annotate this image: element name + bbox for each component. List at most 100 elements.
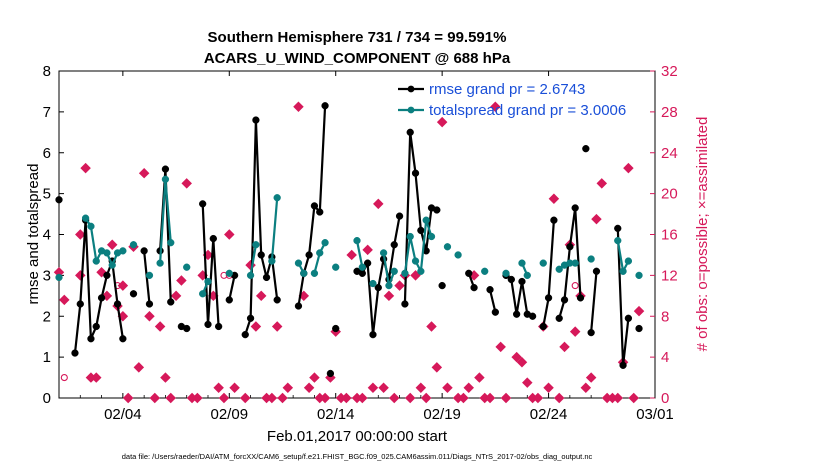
obs-assimilated-marker bbox=[59, 294, 70, 306]
rmse-point bbox=[406, 128, 414, 136]
obs-assimilated-marker bbox=[442, 382, 453, 394]
rmse-point bbox=[491, 308, 500, 316]
rmse-point bbox=[560, 296, 569, 304]
rmse-point bbox=[358, 269, 366, 277]
totalspread-point bbox=[294, 259, 303, 267]
obs-assimilated-marker bbox=[373, 198, 384, 210]
x-tick-label: 02/24 bbox=[530, 406, 568, 423]
rmse-point bbox=[257, 251, 265, 259]
obs-assimilated-marker bbox=[500, 392, 512, 404]
rmse-point bbox=[438, 281, 446, 290]
y-tick-label: 3 bbox=[43, 267, 51, 284]
rmse-point bbox=[576, 294, 585, 302]
rmse-point bbox=[433, 206, 441, 214]
rmse-point bbox=[582, 145, 590, 153]
rmse-point bbox=[183, 324, 191, 333]
y-tick-label: 2 bbox=[43, 308, 51, 325]
rmse-point bbox=[465, 269, 473, 277]
totalspread-point bbox=[635, 271, 643, 280]
x-axis-label: Feb.01,2017 00:00:00 start bbox=[267, 428, 448, 445]
data-file-footnote: data file: /Users/raeder/DAI/ATM_forcXX/… bbox=[122, 452, 593, 461]
totalspread-point bbox=[156, 259, 164, 267]
totalspread-line bbox=[355, 240, 364, 268]
obs-assimilated-marker bbox=[75, 229, 86, 240]
rmse-point bbox=[310, 202, 319, 210]
y-tick-label: 1 bbox=[43, 349, 51, 366]
totalspread-point bbox=[523, 271, 531, 280]
rmse-point bbox=[214, 322, 223, 331]
y2-tick-label: 28 bbox=[661, 104, 678, 121]
rmse-point bbox=[119, 335, 127, 343]
obs-assimilated-marker bbox=[596, 178, 608, 189]
y-tick-label: 0 bbox=[43, 390, 51, 407]
obs-assimilated-marker bbox=[122, 392, 134, 404]
y-tick-label: 5 bbox=[43, 186, 51, 203]
obs-possible-marker bbox=[571, 282, 579, 290]
legend: rmse grand pr = 2.6743 totalspread grand … bbox=[398, 81, 626, 119]
rmse-point bbox=[518, 277, 526, 286]
obs-assimilated-marker bbox=[192, 392, 203, 404]
y2-tick-label: 24 bbox=[661, 145, 678, 162]
totalspread-point bbox=[539, 259, 547, 267]
totalspread-point bbox=[321, 239, 329, 247]
rmse-point bbox=[486, 286, 494, 294]
totalspread-point bbox=[417, 267, 425, 275]
totalspread-point bbox=[87, 222, 95, 230]
totalspread-legend-label: totalspread grand pr = 3.0006 bbox=[429, 102, 626, 119]
totalspread-point bbox=[411, 257, 420, 265]
obs-assimilated-marker bbox=[415, 382, 427, 394]
obs-assimilated-marker bbox=[277, 392, 288, 404]
obs-assimilated-marker bbox=[585, 372, 597, 383]
obs-assimilated-marker bbox=[133, 362, 145, 373]
obs-assimilated-marker bbox=[420, 392, 432, 404]
rmse-line bbox=[488, 289, 497, 313]
y-tick-label: 7 bbox=[43, 104, 51, 121]
totalspread-point bbox=[624, 257, 633, 265]
obs-assimilated-marker bbox=[224, 229, 235, 240]
obs-assimilated-marker bbox=[426, 321, 437, 332]
totalspread-point bbox=[555, 265, 563, 273]
y-tick-label: 8 bbox=[43, 63, 51, 80]
rmse-line bbox=[297, 105, 327, 307]
totalspread-point bbox=[401, 269, 409, 277]
totalspread-point bbox=[518, 259, 526, 267]
totalspread-point bbox=[390, 267, 398, 275]
totalspread-point bbox=[246, 271, 255, 280]
totalspread-point bbox=[103, 249, 111, 257]
rmse-point bbox=[512, 310, 521, 318]
totalspread-point bbox=[454, 251, 462, 259]
rmse-legend-marker bbox=[407, 85, 415, 93]
obs-assimilated-marker bbox=[154, 321, 166, 332]
rmse-point bbox=[204, 320, 212, 329]
obs-assimilated-marker bbox=[553, 392, 565, 404]
obs-assimilated-marker bbox=[580, 382, 592, 394]
x-tick-label: 02/19 bbox=[423, 406, 461, 423]
obs-assimilated-marker bbox=[176, 275, 187, 286]
obs-assimilated-marker bbox=[346, 249, 357, 261]
obs-assimilated-marker bbox=[293, 101, 304, 113]
totalspread-point bbox=[145, 271, 154, 280]
totalspread-point bbox=[204, 277, 212, 286]
obs-assimilated-marker bbox=[623, 162, 634, 174]
totalspread-point bbox=[55, 273, 63, 282]
y2-tick-label: 20 bbox=[661, 186, 678, 203]
obs-assimilated-marker bbox=[436, 116, 448, 128]
totalspread-point bbox=[300, 269, 308, 277]
x-tick-label: 02/09 bbox=[211, 406, 249, 423]
totalspread-point bbox=[310, 269, 319, 277]
obs-assimilated-marker bbox=[532, 392, 544, 404]
rmse-point bbox=[332, 324, 340, 333]
obs-assimilated-marker bbox=[522, 377, 533, 388]
obs-assimilated-marker bbox=[309, 372, 320, 383]
rmse-point bbox=[273, 296, 281, 304]
rmse-line bbox=[73, 219, 124, 354]
rmse-point bbox=[246, 314, 255, 322]
rmse-point bbox=[592, 267, 601, 275]
obs-assimilated-marker bbox=[612, 392, 623, 404]
obs-assimilated-marker bbox=[266, 392, 278, 404]
rmse-line bbox=[228, 275, 236, 301]
obs-assimilated-marker bbox=[548, 193, 560, 204]
rmse-point bbox=[619, 361, 627, 369]
rmse-point bbox=[401, 300, 409, 308]
